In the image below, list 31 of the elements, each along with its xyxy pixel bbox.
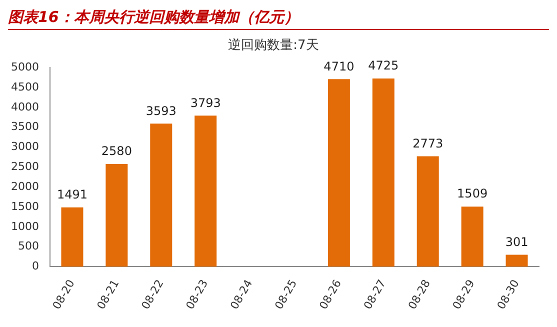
data-label: 2773	[412, 136, 444, 150]
bar	[506, 254, 528, 267]
data-label: 1509	[457, 186, 488, 201]
data-label: 3593	[146, 104, 176, 118]
bar	[106, 164, 128, 267]
bar	[372, 78, 394, 267]
y-tick-label: 1000	[10, 220, 39, 233]
y-tick-label: 500	[18, 240, 39, 253]
data-label: 4725	[368, 58, 399, 73]
bar	[416, 156, 439, 267]
y-tick-label: 0	[32, 260, 39, 273]
y-tick-label: 3000	[10, 140, 39, 154]
chart-title: 图表16：本周央行逆回购数量增加（亿元）	[8, 8, 549, 30]
y-tick-label: 4500	[10, 80, 39, 94]
bar	[461, 206, 484, 267]
y-tick-label: 4000	[10, 100, 39, 114]
y-tick-label: 2000	[10, 180, 39, 193]
data-label: 4710	[324, 59, 354, 74]
bar	[61, 207, 84, 267]
data-label: 301	[505, 234, 528, 249]
y-tick-label: 3500	[10, 120, 39, 134]
bar	[194, 116, 217, 267]
y-tick-label: 1500	[10, 200, 39, 213]
y-tick-label: 2500	[10, 160, 39, 174]
y-tick-label: 5000	[10, 60, 39, 74]
data-label: 1491	[56, 187, 88, 202]
chart-subtitle: 逆回购数量:7天	[228, 38, 319, 54]
bar	[328, 79, 350, 267]
data-label: 3793	[190, 96, 221, 110]
bar	[150, 124, 172, 267]
data-label: 2580	[101, 144, 132, 158]
